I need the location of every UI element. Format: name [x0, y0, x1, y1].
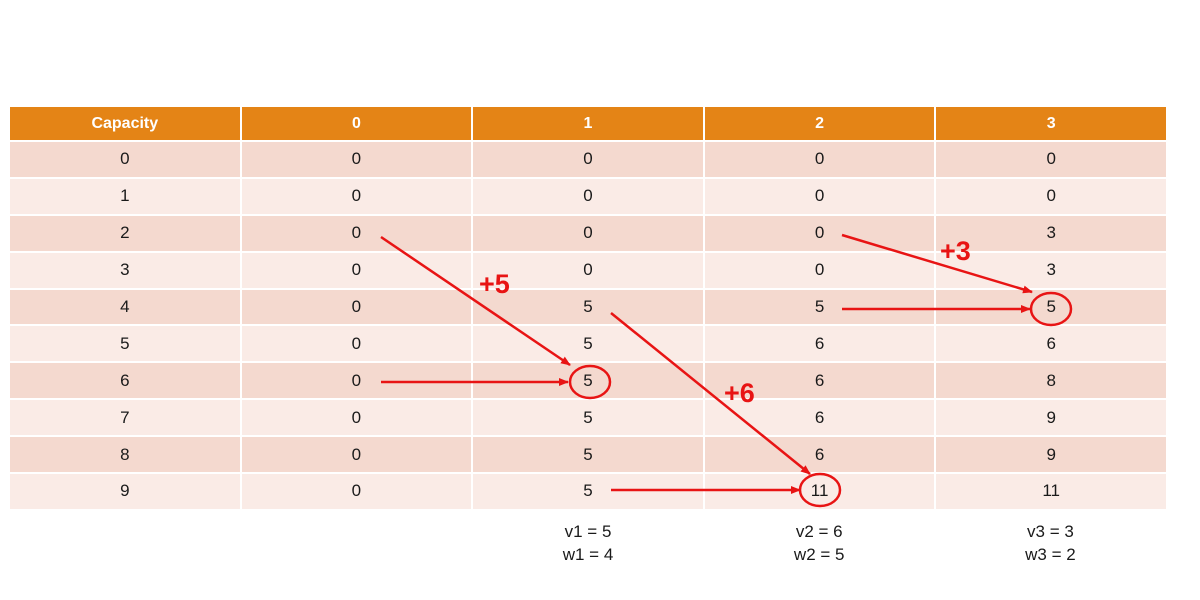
capacity-cell: 3	[10, 252, 242, 290]
item-3-value: v3 = 3	[1027, 522, 1074, 541]
capacity-cell: 6	[10, 363, 242, 401]
value-cell: 0	[473, 215, 705, 253]
value-cell: 0	[704, 178, 937, 216]
value-cell: 9	[936, 400, 1166, 438]
capacity-cell: 1	[10, 178, 242, 216]
value-cell: 3	[936, 216, 1166, 253]
value-cell: 11	[704, 474, 937, 511]
item-2-legend: v2 = 6 w2 = 5	[704, 520, 935, 566]
capacity-cell: 9	[10, 474, 242, 511]
value-cell: 0	[241, 215, 474, 253]
table-row: 5 0 5 6 6	[10, 326, 1166, 364]
value-cell: 5	[473, 400, 705, 438]
value-cell: 0	[704, 252, 937, 290]
value-cell: 5	[473, 474, 705, 511]
value-cell: 0	[241, 289, 474, 327]
value-cell: 0	[704, 142, 937, 179]
header-item-1: 1	[473, 107, 705, 142]
value-cell: 0	[473, 178, 705, 216]
header-item-2: 2	[704, 107, 937, 142]
item-2-weight: w2 = 5	[793, 545, 845, 564]
table-row: 1 0 0 0 0	[10, 178, 1166, 216]
table-row: 0 0 0 0 0	[10, 142, 1166, 179]
value-cell: 5	[936, 290, 1166, 327]
table-row: 4 0 5 5 5	[10, 289, 1166, 327]
item-legend-spacer	[241, 520, 472, 566]
value-cell: 0	[704, 215, 937, 253]
value-cell: 0	[241, 437, 474, 475]
value-cell: 0	[241, 326, 474, 364]
value-cell: 0	[241, 363, 474, 401]
header-capacity: Capacity	[10, 107, 242, 142]
item-1-legend: v1 = 5 w1 = 4	[472, 520, 703, 566]
knapsack-dp-table: Capacity 0 1 2 3 0 0 0 0 0 1 0 0 0 0 2 0…	[10, 107, 1166, 511]
value-cell: 5	[473, 363, 705, 401]
item-2-value: v2 = 6	[795, 522, 843, 541]
item-1-value: v1 = 5	[564, 522, 612, 541]
value-cell: 0	[241, 178, 474, 216]
value-cell: 0	[241, 474, 474, 511]
table-row: 7 0 5 6 9	[10, 400, 1166, 438]
value-cell: 5	[473, 326, 705, 364]
item-legend: v1 = 5 w1 = 4 v2 = 6 w2 = 5 v3 = 3 w3 = …	[10, 520, 1166, 566]
value-cell: 0	[936, 142, 1166, 179]
value-cell: 0	[241, 400, 474, 438]
table-row: 2 0 0 0 3	[10, 215, 1166, 253]
value-cell: 3	[936, 253, 1166, 290]
value-cell: 5	[704, 289, 937, 327]
value-cell: 6	[704, 363, 937, 401]
value-cell: 6	[936, 326, 1166, 364]
value-cell: 8	[936, 363, 1166, 401]
value-cell: 0	[473, 142, 705, 179]
capacity-cell: 2	[10, 215, 242, 253]
table-header-row: Capacity 0 1 2 3	[10, 107, 1166, 142]
capacity-cell: 5	[10, 326, 242, 364]
value-cell: 0	[473, 252, 705, 290]
header-item-3: 3	[936, 107, 1166, 142]
capacity-cell: 8	[10, 437, 242, 475]
value-cell: 0	[936, 179, 1166, 216]
capacity-cell: 4	[10, 289, 242, 327]
capacity-cell: 7	[10, 400, 242, 438]
table-row: 8 0 5 6 9	[10, 437, 1166, 475]
value-cell: 6	[704, 326, 937, 364]
header-item-0: 0	[241, 107, 474, 142]
delta-item-3-label: +3	[940, 236, 971, 266]
item-1-weight: w1 = 4	[562, 545, 614, 564]
delta-item-2-label: +6	[724, 378, 755, 408]
delta-item-1-label: +5	[479, 269, 510, 299]
item-legend-spacer	[10, 520, 241, 566]
item-3-legend: v3 = 3 w3 = 2	[935, 520, 1166, 566]
table-row: 3 0 0 0 3	[10, 252, 1166, 290]
value-cell: 6	[704, 437, 937, 475]
value-cell: 9	[936, 437, 1166, 475]
table-row: 6 0 5 6 8	[10, 363, 1166, 401]
value-cell: 0	[241, 252, 474, 290]
value-cell: 5	[473, 437, 705, 475]
capacity-cell: 0	[10, 142, 242, 179]
value-cell: 0	[241, 142, 474, 179]
table-row: 9 0 5 11 11	[10, 474, 1166, 511]
value-cell: 6	[704, 400, 937, 438]
value-cell: 5	[473, 289, 705, 327]
item-3-weight: w3 = 2	[1025, 545, 1076, 564]
value-cell: 11	[936, 474, 1166, 511]
